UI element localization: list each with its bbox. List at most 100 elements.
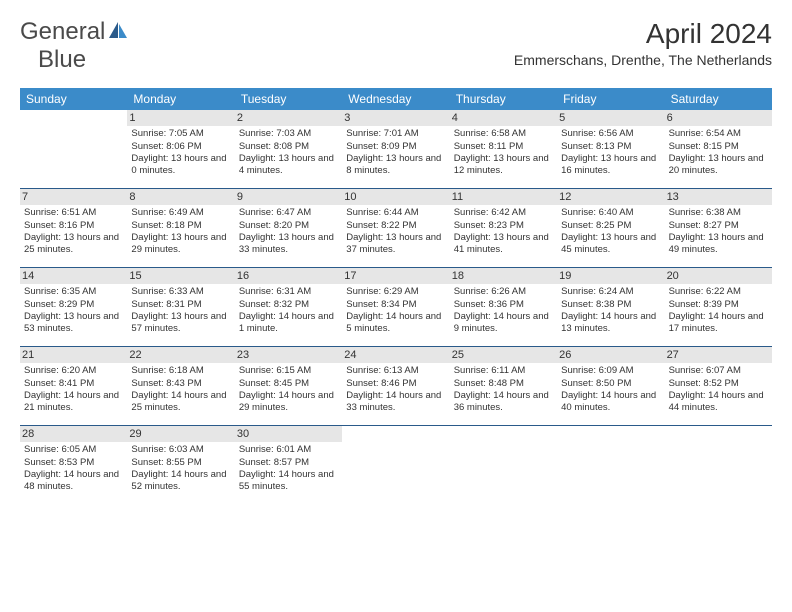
calendar-day: [342, 426, 449, 504]
day-number: 2: [237, 112, 243, 124]
day-header: Sunday: [20, 88, 127, 110]
daylight-text: Daylight: 14 hours and 17 minutes.: [669, 311, 768, 336]
calendar-day: 26Sunrise: 6:09 AMSunset: 8:50 PMDayligh…: [557, 347, 664, 425]
calendar-day: 21Sunrise: 6:20 AMSunset: 8:41 PMDayligh…: [20, 347, 127, 425]
sunrise-text: Sunrise: 6:33 AM: [131, 286, 230, 298]
day-number-row: 15: [127, 268, 234, 284]
logo-word1: General: [20, 18, 105, 46]
sunrise-text: Sunrise: 6:54 AM: [669, 128, 768, 140]
daylight-text: Daylight: 13 hours and 4 minutes.: [239, 153, 338, 178]
daylight-text: Daylight: 13 hours and 41 minutes.: [454, 232, 553, 257]
daylight-text: Daylight: 13 hours and 12 minutes.: [454, 153, 553, 178]
calendar-day: 5Sunrise: 6:56 AMSunset: 8:13 PMDaylight…: [557, 110, 664, 188]
day-number: 15: [129, 270, 141, 282]
daylight-text: Daylight: 14 hours and 1 minute.: [239, 311, 338, 336]
daylight-text: Daylight: 14 hours and 9 minutes.: [454, 311, 553, 336]
sunset-text: Sunset: 8:20 PM: [239, 220, 338, 232]
calendar-day: 27Sunrise: 6:07 AMSunset: 8:52 PMDayligh…: [665, 347, 772, 425]
day-number-row: 25: [450, 347, 557, 363]
sunset-text: Sunset: 8:08 PM: [239, 141, 338, 153]
sunset-text: Sunset: 8:22 PM: [346, 220, 445, 232]
day-header: Thursday: [450, 88, 557, 110]
sunset-text: Sunset: 8:06 PM: [131, 141, 230, 153]
sunrise-text: Sunrise: 6:18 AM: [131, 365, 230, 377]
day-number-row: 4: [450, 110, 557, 126]
day-number: 29: [129, 428, 141, 440]
day-number: 30: [237, 428, 249, 440]
day-number-row: 7: [20, 189, 127, 205]
sunset-text: Sunset: 8:34 PM: [346, 299, 445, 311]
calendar-day: 6Sunrise: 6:54 AMSunset: 8:15 PMDaylight…: [665, 110, 772, 188]
calendar-day: [450, 426, 557, 504]
sunset-text: Sunset: 8:46 PM: [346, 378, 445, 390]
sunrise-text: Sunrise: 6:26 AM: [454, 286, 553, 298]
day-number: 4: [452, 112, 458, 124]
day-number-row: 21: [20, 347, 127, 363]
daylight-text: Daylight: 13 hours and 33 minutes.: [239, 232, 338, 257]
calendar-day: 7 Sunrise: 6:51 AMSunset: 8:16 PMDaylight…: [20, 189, 127, 267]
location-text: Emmerschans, Drenthe, The Netherlands: [514, 52, 772, 68]
sunset-text: Sunset: 8:45 PM: [239, 378, 338, 390]
calendar-day: 3Sunrise: 7:01 AMSunset: 8:09 PMDaylight…: [342, 110, 449, 188]
day-number-row: 22: [127, 347, 234, 363]
calendar-day: 13Sunrise: 6:38 AMSunset: 8:27 PMDayligh…: [665, 189, 772, 267]
day-number-row: 24: [342, 347, 449, 363]
daylight-text: Daylight: 13 hours and 20 minutes.: [669, 153, 768, 178]
daylight-text: Daylight: 14 hours and 55 minutes.: [239, 469, 338, 494]
sunset-text: Sunset: 8:43 PM: [131, 378, 230, 390]
calendar-day: 24Sunrise: 6:13 AMSunset: 8:46 PMDayligh…: [342, 347, 449, 425]
sunrise-text: Sunrise: 6:24 AM: [561, 286, 660, 298]
daylight-text: Daylight: 13 hours and 16 minutes.: [561, 153, 660, 178]
sunset-text: Sunset: 8:11 PM: [454, 141, 553, 153]
day-number-row: 9: [235, 189, 342, 205]
day-header: Tuesday: [235, 88, 342, 110]
daylight-text: Daylight: 13 hours and 49 minutes.: [669, 232, 768, 257]
sunrise-text: Sunrise: 6:29 AM: [346, 286, 445, 298]
sunrise-text: Sunrise: 6:01 AM: [239, 444, 338, 456]
calendar-day: 17Sunrise: 6:29 AMSunset: 8:34 PMDayligh…: [342, 268, 449, 346]
daylight-text: Daylight: 13 hours and 25 minutes.: [24, 232, 123, 257]
calendar-day: [557, 426, 664, 504]
daylight-text: Daylight: 13 hours and 0 minutes.: [131, 153, 230, 178]
sunrise-text: Sunrise: 6:35 AM: [24, 286, 123, 298]
daylight-text: Daylight: 14 hours and 29 minutes.: [239, 390, 338, 415]
daylight-text: Daylight: 13 hours and 53 minutes.: [24, 311, 123, 336]
day-number: 28: [22, 428, 34, 440]
day-number-row: [20, 110, 127, 112]
day-number-row: 12: [557, 189, 664, 205]
day-number-row: 28: [20, 426, 127, 442]
sunset-text: Sunset: 8:41 PM: [24, 378, 123, 390]
day-number: 18: [452, 270, 464, 282]
sunset-text: Sunset: 8:39 PM: [669, 299, 768, 311]
sunrise-text: Sunrise: 6:15 AM: [239, 365, 338, 377]
calendar-day: 10Sunrise: 6:44 AMSunset: 8:22 PMDayligh…: [342, 189, 449, 267]
calendar-grid: Sunday Monday Tuesday Wednesday Thursday…: [20, 88, 772, 504]
daylight-text: Daylight: 14 hours and 21 minutes.: [24, 390, 123, 415]
sunrise-text: Sunrise: 6:51 AM: [24, 207, 123, 219]
day-number: 14: [22, 270, 34, 282]
day-number: 11: [452, 191, 463, 203]
weeks-container: 1Sunrise: 7:05 AMSunset: 8:06 PMDaylight…: [20, 110, 772, 504]
day-number-row: 14: [20, 268, 127, 284]
day-number-row: 20: [665, 268, 772, 284]
sunset-text: Sunset: 8:09 PM: [346, 141, 445, 153]
day-number: 7: [22, 191, 28, 203]
calendar-header-row: Sunday Monday Tuesday Wednesday Thursday…: [20, 88, 772, 110]
day-number-row: 3: [342, 110, 449, 126]
calendar-day: 1Sunrise: 7:05 AMSunset: 8:06 PMDaylight…: [127, 110, 234, 188]
sunset-text: Sunset: 8:48 PM: [454, 378, 553, 390]
sunset-text: Sunset: 8:16 PM: [24, 220, 123, 232]
calendar-page: General April 2024 Emmerschans, Drenthe,…: [0, 0, 792, 522]
daylight-text: Daylight: 14 hours and 48 minutes.: [24, 469, 123, 494]
calendar-day: 20Sunrise: 6:22 AMSunset: 8:39 PMDayligh…: [665, 268, 772, 346]
sunrise-text: Sunrise: 6:56 AM: [561, 128, 660, 140]
month-title: April 2024: [514, 18, 772, 50]
sunrise-text: Sunrise: 6:03 AM: [131, 444, 230, 456]
sunrise-text: Sunrise: 6:38 AM: [669, 207, 768, 219]
day-number: 13: [667, 191, 679, 203]
day-number-row: [450, 426, 557, 428]
day-number: 20: [667, 270, 679, 282]
calendar-day: 25Sunrise: 6:11 AMSunset: 8:48 PMDayligh…: [450, 347, 557, 425]
sunrise-text: Sunrise: 7:03 AM: [239, 128, 338, 140]
calendar-day: 23Sunrise: 6:15 AMSunset: 8:45 PMDayligh…: [235, 347, 342, 425]
